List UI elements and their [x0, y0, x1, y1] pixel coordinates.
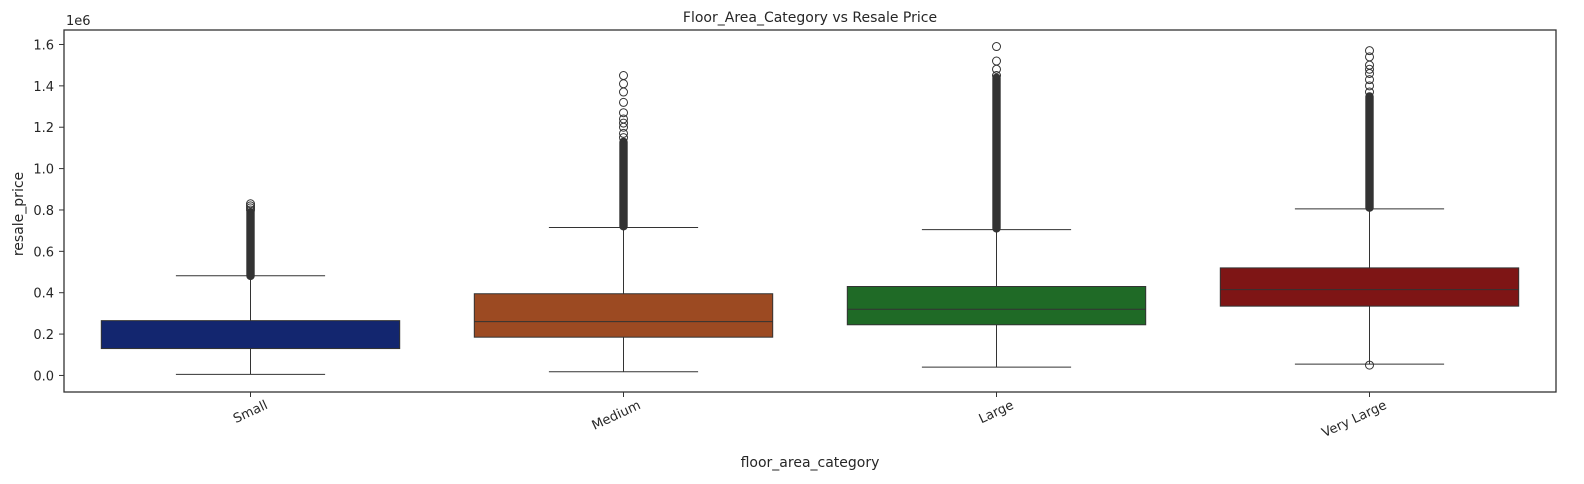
outlier-point [619, 108, 628, 118]
outlier-point [1365, 81, 1374, 91]
axes: 0.0 0.2 0.4 0.6 0.8 1.0 1.2 1.4 1.6 Small Medium La… [33, 38, 1389, 441]
outlier-point [619, 79, 628, 89]
chart-title: Floor_Area_Category vs Resale Price [683, 10, 937, 26]
outlier-point [619, 122, 628, 132]
outlier-point [992, 42, 1001, 52]
outlier-point [246, 199, 255, 209]
outlier-cluster [246, 208, 255, 281]
outlier-point [619, 128, 628, 138]
box-group [100, 199, 401, 375]
y-axis-label: resale_price [11, 172, 27, 256]
y-tick-label: 1.2 [33, 121, 54, 136]
outlier-point [992, 64, 1001, 74]
outlier-point [992, 71, 1001, 81]
outlier-point [246, 201, 255, 211]
outlier-point [619, 118, 628, 128]
outlier-cluster [1365, 92, 1374, 212]
outlier-point [1365, 75, 1374, 85]
y-tick-label: 0.4 [33, 287, 54, 302]
outlier-point [246, 205, 255, 215]
outlier-point [246, 203, 255, 213]
box-group [473, 71, 774, 373]
outlier-point [619, 71, 628, 81]
outlier-point [1365, 52, 1374, 62]
box-group [846, 42, 1147, 368]
outlier-cluster [619, 137, 628, 231]
outlier-point [619, 87, 628, 97]
y-tick-label: 0.8 [33, 204, 54, 219]
x-tick-label: Very Large [1320, 398, 1389, 441]
outlier-point [1365, 46, 1374, 56]
y-offset-label: 1e6 [66, 14, 91, 29]
outlier-cluster [992, 73, 1001, 233]
x-tick-label: Medium [590, 398, 643, 434]
box-iqr [473, 293, 774, 338]
y-tick-label: 1.4 [33, 80, 54, 95]
box-iqr [1219, 267, 1520, 307]
plot-area [100, 42, 1520, 375]
y-tick-label: 0.6 [33, 245, 54, 260]
box-iqr [100, 320, 401, 350]
y-tick-label: 0.0 [33, 369, 54, 384]
y-tick-label: 0.2 [33, 328, 54, 343]
y-tick-label: 1.6 [33, 38, 54, 53]
outlier-point [619, 133, 628, 143]
x-axis-label: floor_area_category [741, 455, 880, 471]
outlier-point [992, 56, 1001, 66]
x-tick-label: Large [977, 398, 1016, 427]
outlier-point [1365, 64, 1374, 74]
plot-frame [63, 29, 1557, 393]
box-group [1219, 46, 1520, 370]
x-tick-label: Small [231, 398, 270, 427]
outlier-point [619, 97, 628, 107]
box-iqr [846, 286, 1147, 326]
outlier-point [1365, 360, 1374, 370]
y-tick-label: 1.0 [33, 163, 54, 178]
outlier-point [1365, 68, 1374, 78]
outlier-point [1365, 87, 1374, 97]
